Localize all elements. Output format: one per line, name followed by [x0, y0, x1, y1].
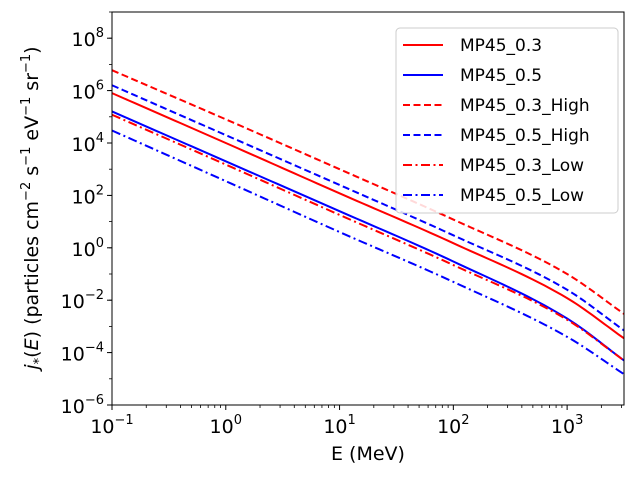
- legend-label: MP45_0.5_Low: [460, 186, 584, 206]
- series-line-4: [111, 113, 625, 362]
- x-tick-label: 100: [210, 413, 242, 438]
- series-line-5: [111, 129, 625, 376]
- y-axis: 10−6 10−4 10−2 100 102 104 106 108: [61, 11, 112, 418]
- y-tick-label: 100: [72, 236, 104, 261]
- y-axis-title: j*(E) (particles cm−2 s−1 eV−1 sr−1): [19, 46, 47, 372]
- y-tick-label: 102: [72, 183, 104, 208]
- x-tick-label: 103: [551, 413, 583, 438]
- x-axis-title: E (MeV): [331, 443, 405, 465]
- legend-label: MP45_0.5_High: [460, 126, 590, 146]
- y-tick-label: 10−2: [61, 288, 104, 313]
- legend-box: [395, 27, 619, 214]
- legend-label: MP45_0.5: [460, 66, 542, 86]
- legend-label: MP45_0.3: [460, 36, 542, 56]
- legend-label: MP45_0.3_Low: [460, 156, 584, 176]
- y-tick-label: 10−6: [61, 393, 104, 418]
- x-tick-label: 102: [437, 413, 469, 438]
- y-tick-label: 104: [72, 131, 104, 156]
- y-tick-label: 108: [72, 26, 104, 51]
- legend-entries: MP45_0.3 MP45_0.5 MP45_0.3_High MP45_0.5_Hi…: [403, 36, 590, 206]
- y-tick-label: 106: [72, 79, 104, 104]
- series-line-0: [111, 92, 625, 340]
- plot-frame: [111, 11, 625, 406]
- legend: MP45_0.3 MP45_0.5 MP45_0.3_High MP45_0.5_Hi…: [395, 27, 619, 214]
- x-tick-label: 101: [323, 413, 355, 438]
- x-axis: 10−1 100 101 102 103: [90, 405, 622, 438]
- x-tick-label: 10−1: [90, 413, 133, 438]
- legend-label: MP45_0.3_High: [460, 96, 590, 116]
- y-tick-label: 10−4: [61, 341, 104, 366]
